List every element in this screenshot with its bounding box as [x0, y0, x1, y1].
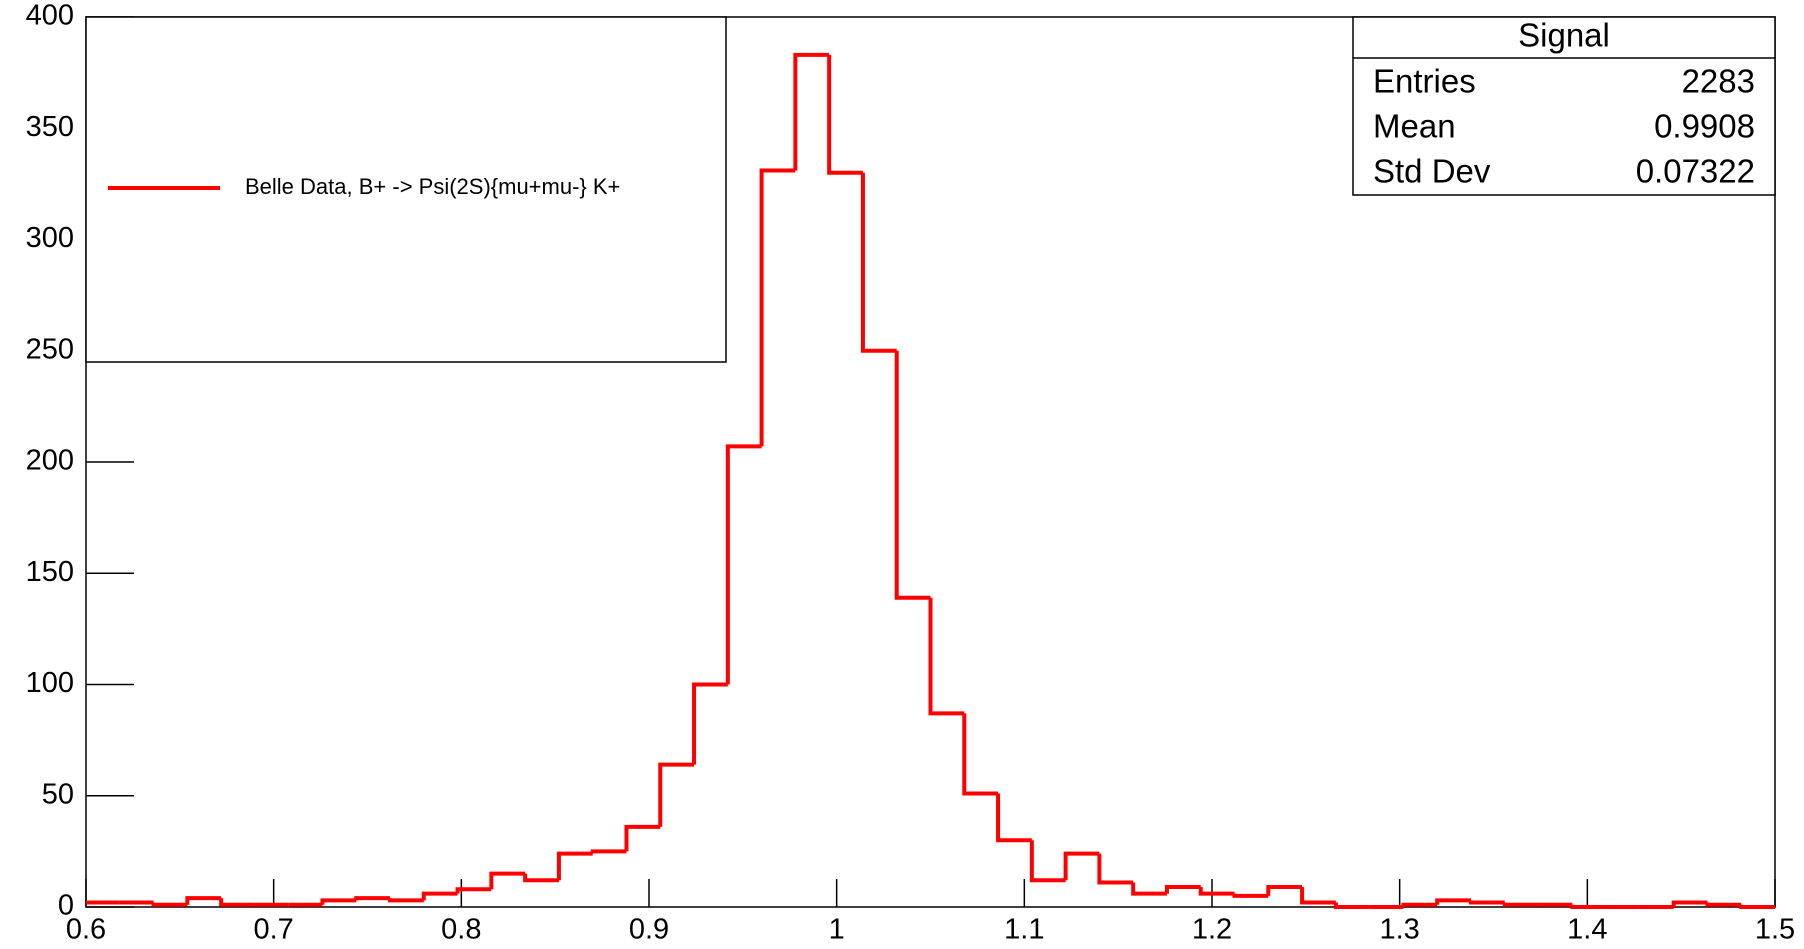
- histogram-bin: [1029, 840, 1066, 883]
- histogram-bin: [1739, 904, 1775, 909]
- histogram-bin: [692, 682, 728, 765]
- stats-label: Mean: [1373, 108, 1456, 145]
- histogram-bin: [1502, 902, 1539, 907]
- y-tick-label: 200: [26, 445, 74, 477]
- histogram-bin: [759, 168, 796, 447]
- histogram-bin: [151, 902, 188, 907]
- histogram-bin: [860, 172, 897, 353]
- histogram-bin: [219, 898, 255, 907]
- histogram-bin: [590, 849, 627, 854]
- histogram-bin: [556, 851, 593, 881]
- histogram-bin: [455, 887, 492, 894]
- y-tick-label: 100: [26, 667, 74, 699]
- histogram-bin: [827, 54, 863, 175]
- histogram-bin: [1401, 902, 1438, 907]
- stats-value: 0.9908: [1654, 108, 1755, 145]
- histogram-bin: [793, 52, 830, 171]
- y-tick-label: 50: [42, 778, 74, 810]
- histogram-bin: [354, 896, 391, 901]
- y-tick-label: 150: [26, 556, 74, 588]
- histogram-bin: [962, 713, 999, 796]
- histogram-bin: [320, 898, 357, 905]
- y-tick-label: 400: [26, 0, 74, 32]
- histogram-bin: [894, 350, 931, 600]
- y-tick-label: 350: [26, 111, 74, 143]
- histogram-bin: [1333, 902, 1370, 909]
- histogram-bin: [421, 891, 458, 901]
- histogram-bin: [658, 762, 695, 827]
- histogram-bin: [523, 873, 559, 883]
- y-tick-label: 300: [26, 222, 74, 254]
- histogram-bin: [1063, 851, 1100, 881]
- histogram-bin: [996, 793, 1032, 843]
- stats-title: Signal: [1518, 17, 1610, 54]
- histogram-bin: [1266, 884, 1303, 896]
- x-tick-label: 1: [829, 914, 845, 946]
- x-tick-label: 0.6: [66, 914, 106, 946]
- x-tick-label: 1.2: [1192, 914, 1232, 946]
- histogram-bin: [185, 896, 222, 905]
- x-tick-label: 0.7: [254, 914, 294, 946]
- x-tick-label: 1.4: [1567, 914, 1607, 946]
- histogram-bin: [1300, 886, 1336, 905]
- histogram-bin: [725, 444, 762, 685]
- histogram-bin: [1164, 884, 1201, 894]
- legend-label: Belle Data, B+ -> Psi(2S){mu+mu-} K+: [245, 174, 620, 199]
- histogram-bin: [1198, 886, 1235, 896]
- stats-label: Entries: [1373, 63, 1476, 100]
- histogram-bin: [1435, 898, 1471, 905]
- histogram-bin: [1468, 900, 1505, 905]
- histogram-bin: [1131, 882, 1167, 896]
- stats-box: [1352, 16, 1776, 196]
- histogram-bin: [489, 871, 526, 890]
- y-tick-label: 250: [26, 333, 74, 365]
- histogram-bin: [388, 898, 424, 903]
- histogram-bin: [1097, 853, 1134, 885]
- x-tick-label: 1.3: [1380, 914, 1420, 946]
- stats-value: 2283: [1682, 63, 1755, 100]
- histogram-bin: [1232, 893, 1269, 898]
- stats-value: 0.07322: [1636, 153, 1755, 190]
- histogram-bin: [1570, 904, 1607, 909]
- y-tick-label: 0: [58, 890, 74, 922]
- x-tick-label: 0.8: [441, 914, 481, 946]
- histogram-bin: [1671, 900, 1708, 907]
- x-tick-label: 0.9: [629, 914, 669, 946]
- histogram-bin: [1705, 902, 1742, 907]
- stats-label: Std Dev: [1373, 153, 1491, 190]
- x-tick-label: 1.1: [1004, 914, 1044, 946]
- histogram-bin: [928, 597, 965, 716]
- histogram-bin: [624, 824, 661, 852]
- x-tick-label: 1.5: [1755, 914, 1795, 946]
